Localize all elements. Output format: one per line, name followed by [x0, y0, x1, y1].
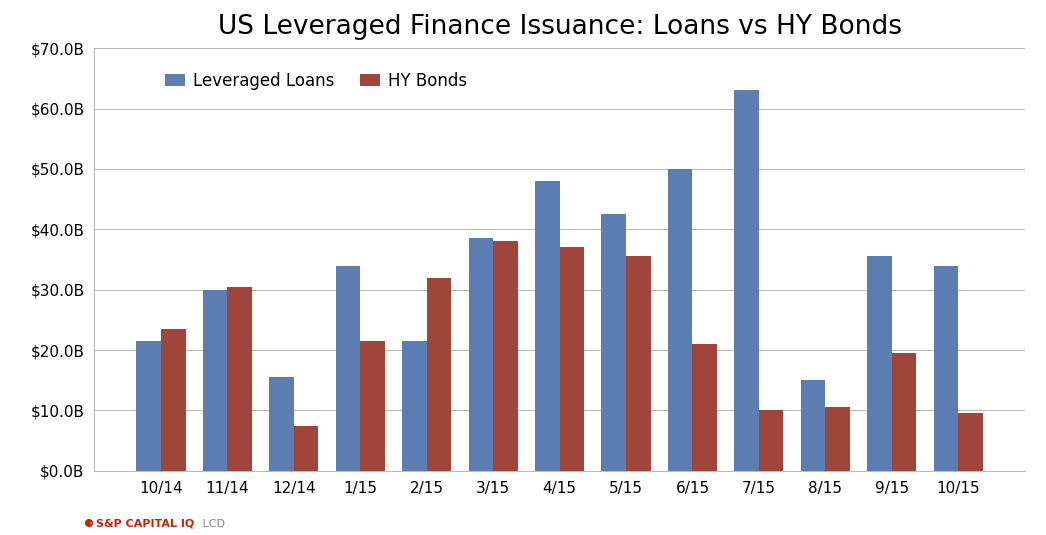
Text: LCD: LCD: [199, 518, 225, 529]
Bar: [958, 414, 983, 471]
Bar: [734, 90, 759, 471]
Bar: [269, 377, 294, 471]
Text: ⚈: ⚈: [84, 518, 97, 529]
Bar: [627, 256, 651, 471]
Bar: [294, 425, 318, 471]
Bar: [227, 287, 252, 471]
Bar: [867, 256, 892, 471]
Bar: [668, 169, 692, 471]
Bar: [402, 341, 427, 471]
Bar: [493, 241, 518, 471]
Bar: [336, 265, 360, 471]
Bar: [469, 238, 493, 471]
Title: US Leveraged Finance Issuance: Loans vs HY Bonds: US Leveraged Finance Issuance: Loans vs …: [218, 14, 902, 40]
Bar: [360, 341, 385, 471]
Legend: Leveraged Loans, HY Bonds: Leveraged Loans, HY Bonds: [158, 65, 474, 96]
Text: S&P CAPITAL IQ: S&P CAPITAL IQ: [96, 518, 195, 529]
Bar: [560, 247, 584, 471]
Bar: [427, 278, 451, 471]
Bar: [892, 353, 916, 471]
Bar: [601, 214, 627, 471]
Bar: [825, 408, 850, 471]
Bar: [136, 341, 161, 471]
Bar: [203, 289, 227, 471]
Bar: [759, 410, 783, 471]
Bar: [161, 329, 185, 471]
Bar: [692, 344, 718, 471]
Bar: [536, 181, 560, 471]
Bar: [934, 265, 958, 471]
Bar: [801, 380, 825, 471]
